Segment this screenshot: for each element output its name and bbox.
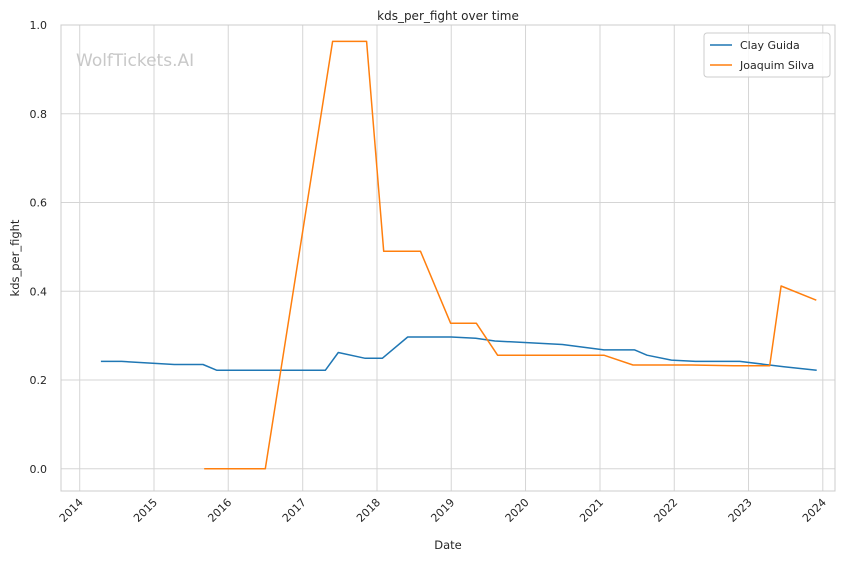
y-tick-label: 0.2 (30, 374, 48, 387)
chart-title: kds_per_fight over time (377, 9, 519, 23)
series-lines (100, 40, 817, 470)
series-line-clay-guida (100, 336, 817, 372)
y-tick-label: 0.6 (30, 197, 48, 210)
legend: Clay Guida Joaquim Silva (703, 32, 831, 78)
y-tick-label: 1.0 (30, 19, 48, 32)
y-tick-label: 0.0 (30, 463, 48, 476)
plot-area-frame (60, 24, 836, 492)
y-tick-label: 0.4 (30, 285, 48, 298)
y-tick-label: 0.8 (30, 108, 48, 121)
x-axis-label: Date (434, 538, 462, 552)
legend-label-joaquim-silva: Joaquim Silva (739, 59, 814, 72)
watermark: WolfTickets.AI (76, 51, 194, 71)
y-axis-label: kds_per_fight (8, 219, 22, 296)
legend-box (703, 32, 831, 78)
series-line-joaquim-silva (204, 40, 817, 470)
legend-label-clay-guida: Clay Guida (740, 39, 800, 52)
